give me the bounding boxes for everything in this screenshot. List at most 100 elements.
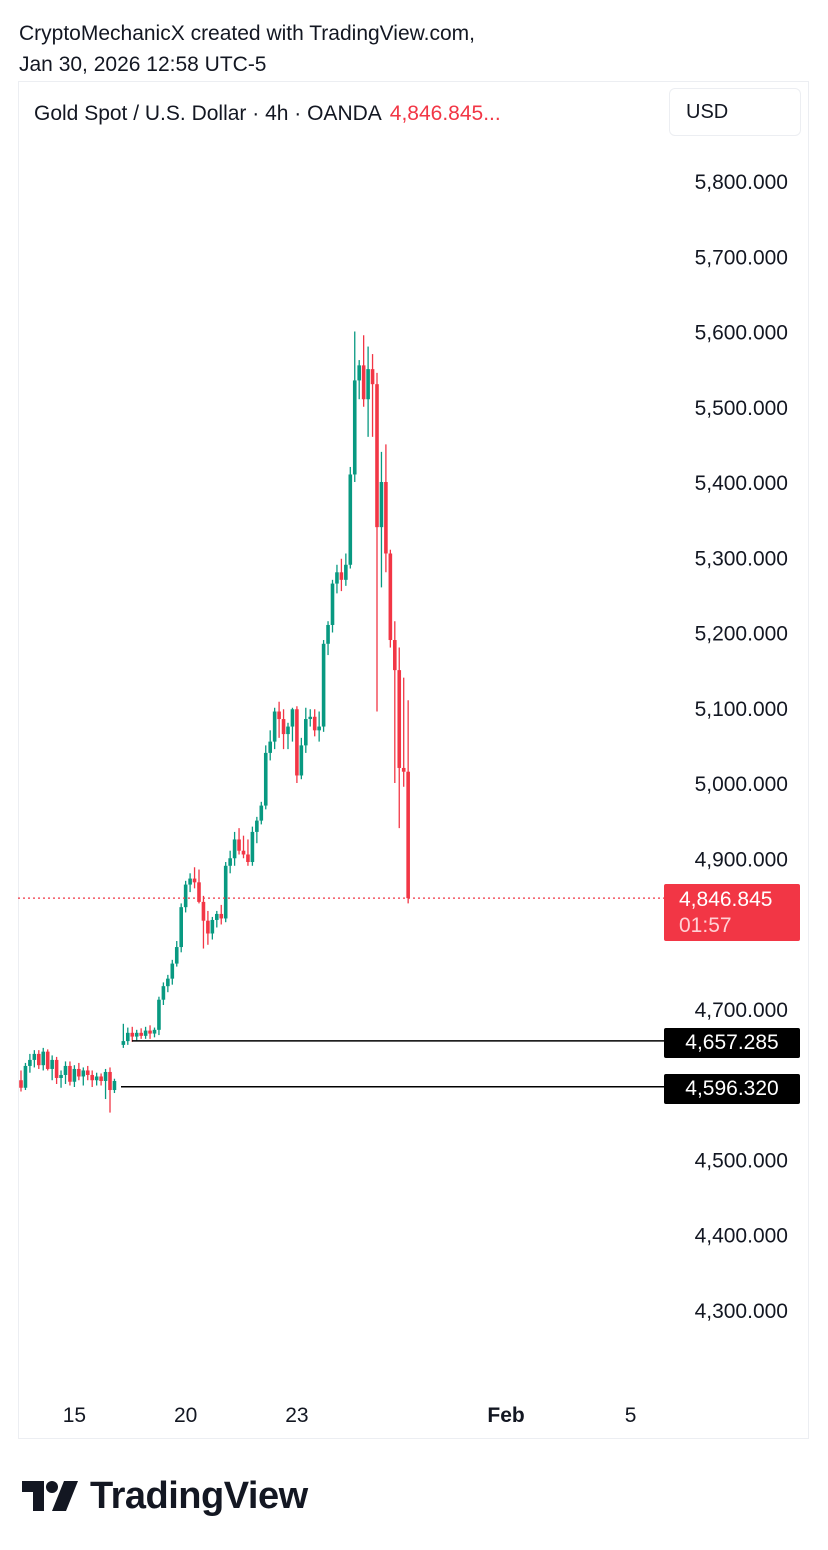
candle-body xyxy=(68,1065,72,1082)
candle-body xyxy=(23,1065,28,1088)
candle-body xyxy=(335,572,339,584)
lines-layer xyxy=(18,897,664,1088)
candle xyxy=(121,1023,126,1048)
candle xyxy=(23,1062,28,1091)
price-tick-label: 5,600.000 xyxy=(695,322,788,345)
candle xyxy=(63,1061,68,1084)
price-tick-label: 5,700.000 xyxy=(695,246,788,269)
candle xyxy=(335,564,339,594)
candle-body xyxy=(259,805,264,821)
candle-body xyxy=(406,771,410,899)
candle xyxy=(268,730,272,761)
candle-body xyxy=(281,719,286,735)
candle xyxy=(312,709,317,737)
candle-body xyxy=(272,711,277,742)
candle-body xyxy=(255,820,259,832)
candle-body xyxy=(201,901,206,921)
candle-body xyxy=(45,1051,50,1069)
candle xyxy=(170,959,175,985)
candle-body xyxy=(157,999,161,1030)
candle-body xyxy=(375,384,379,528)
candle-body xyxy=(299,745,304,776)
candle xyxy=(232,831,237,866)
candle xyxy=(281,709,286,750)
logo-wordmark: TradingView xyxy=(90,1474,308,1517)
candle-body xyxy=(94,1076,99,1081)
candle-body xyxy=(103,1071,108,1081)
candle-body xyxy=(37,1053,41,1066)
candle-body xyxy=(148,1030,152,1034)
candle-body xyxy=(59,1074,63,1078)
candle-body xyxy=(286,726,290,735)
candle xyxy=(59,1070,63,1088)
candles-layer xyxy=(19,331,410,1113)
candle xyxy=(317,711,321,742)
candle-body xyxy=(384,482,388,554)
candle-body xyxy=(370,369,375,385)
candle xyxy=(41,1047,46,1071)
candle xyxy=(255,816,259,844)
candle-body xyxy=(19,1080,23,1088)
candle xyxy=(361,335,366,407)
candle-body xyxy=(215,913,219,920)
candle xyxy=(126,1027,130,1045)
price-tick-label: 5,100.000 xyxy=(695,698,788,721)
candle xyxy=(130,1026,135,1042)
candle xyxy=(379,451,384,588)
tradingview-logo[interactable]: TradingView xyxy=(22,1474,308,1518)
candle xyxy=(339,558,344,592)
price-tick-label: 5,300.000 xyxy=(695,547,788,570)
candle xyxy=(139,1028,143,1039)
candle xyxy=(28,1053,32,1073)
candle-body xyxy=(352,380,357,475)
candle-body xyxy=(219,913,224,919)
candle-body xyxy=(28,1059,32,1066)
candle-body xyxy=(139,1032,143,1036)
candle xyxy=(397,647,402,829)
price-tick-label: 5,800.000 xyxy=(695,171,788,194)
candle-body xyxy=(85,1070,90,1075)
candle xyxy=(219,904,224,925)
candle-body xyxy=(388,553,393,641)
candle xyxy=(388,549,393,648)
candle xyxy=(210,916,215,940)
candle xyxy=(157,996,161,1036)
candle-body xyxy=(130,1032,135,1037)
candle-body xyxy=(126,1032,130,1042)
candle-body xyxy=(223,865,228,919)
candle xyxy=(223,862,228,923)
candle xyxy=(295,706,299,783)
candle xyxy=(148,1025,152,1039)
candle xyxy=(179,903,183,953)
candle xyxy=(77,1062,81,1081)
candle xyxy=(330,579,335,633)
candle xyxy=(384,444,388,573)
candle xyxy=(19,1070,23,1092)
candle xyxy=(277,701,281,738)
candle-body xyxy=(121,1041,126,1045)
candle-body xyxy=(179,907,183,948)
price-tick-label: 5,400.000 xyxy=(695,472,788,495)
candle xyxy=(192,867,197,889)
tradingview-logo-icon xyxy=(22,1481,78,1511)
candle xyxy=(344,553,348,586)
candle-body xyxy=(317,726,321,731)
candle-body xyxy=(72,1068,77,1082)
symbol-title: Gold Spot / U.S. Dollar · 4h · OANDA xyxy=(34,102,382,125)
candle-body xyxy=(174,947,179,964)
symbol-legend[interactable]: Gold Spot / U.S. Dollar · 4h · OANDA 4,84… xyxy=(34,99,501,129)
candle xyxy=(237,828,241,855)
candle xyxy=(68,1061,72,1086)
chart-panel[interactable] xyxy=(18,81,809,1439)
currency-selector[interactable]: USD xyxy=(669,88,801,136)
candle-body xyxy=(161,986,166,1000)
candle-body xyxy=(344,564,348,580)
candle xyxy=(206,910,210,945)
candle xyxy=(90,1070,94,1088)
candle-body xyxy=(50,1059,54,1069)
candle xyxy=(94,1072,99,1086)
candle-body xyxy=(152,1029,157,1034)
time-tick-label: 23 xyxy=(285,1404,308,1427)
candle xyxy=(37,1050,41,1069)
